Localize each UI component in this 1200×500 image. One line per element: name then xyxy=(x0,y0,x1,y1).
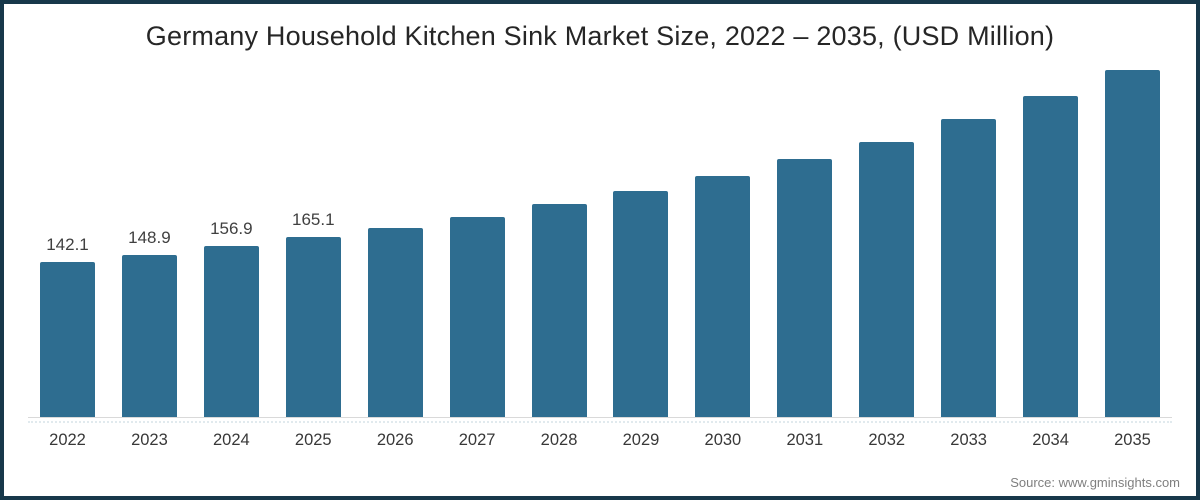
bar-2031 xyxy=(777,159,833,417)
x-axis-label-2022: 2022 xyxy=(49,431,86,449)
bar-column: 142.1 xyxy=(40,235,95,417)
x-axis-label-2025: 2025 xyxy=(294,431,332,449)
x-axis-label-2035: 2035 xyxy=(1114,431,1151,449)
bar-column xyxy=(449,216,505,417)
x-axis-label-2023: 2023 xyxy=(131,431,168,449)
x-axis-label-2024: 2024 xyxy=(212,431,250,449)
x-axis-label-2030: 2030 xyxy=(704,431,742,449)
bar-column: 148.9 xyxy=(121,227,177,417)
bar-2026 xyxy=(367,228,423,417)
bar-value-label: 148.9 xyxy=(128,227,171,247)
x-axis-label-2032: 2032 xyxy=(868,431,906,449)
x-axis-dotted-line xyxy=(28,421,1172,423)
x-axis-label-2034: 2034 xyxy=(1032,431,1069,449)
bar-2022 xyxy=(40,262,95,417)
bar-plot-area: 142.1 148.9 156.9 165.1 xyxy=(40,66,1160,417)
bar-column xyxy=(777,159,833,417)
source-note: Source: www.gminsights.com xyxy=(1010,475,1180,490)
bar-value-label: 156.9 xyxy=(210,219,253,239)
bar-2033 xyxy=(941,119,997,417)
bar-2028 xyxy=(531,204,587,417)
bar-column: 156.9 xyxy=(203,219,259,417)
bar-column xyxy=(531,204,587,417)
x-axis-label-2026: 2026 xyxy=(376,431,414,449)
bar-2030 xyxy=(695,176,751,417)
bar-column xyxy=(613,190,669,417)
bar-2025 xyxy=(285,237,341,417)
bar-2029 xyxy=(613,190,669,417)
bar-2027 xyxy=(449,216,505,417)
x-axis-label-2033: 2033 xyxy=(950,431,987,449)
bar-column: 165.1 xyxy=(285,210,341,417)
bar-column xyxy=(941,119,997,417)
x-axis-label-2027: 2027 xyxy=(458,431,496,449)
x-axis-label-2031: 2031 xyxy=(786,431,824,449)
x-axis-label-2028: 2028 xyxy=(540,431,578,449)
bar-value-label: 142.1 xyxy=(46,235,89,255)
bar-column xyxy=(1023,95,1079,417)
x-axis-line xyxy=(28,417,1172,418)
bar-value-label: 165.1 xyxy=(291,210,335,230)
chart-title: Germany Household Kitchen Sink Market Si… xyxy=(145,21,1055,51)
bar-column xyxy=(367,228,423,417)
bar-2024 xyxy=(203,246,259,417)
bar-column xyxy=(1104,70,1160,417)
bar-2023 xyxy=(121,254,177,417)
bar-2034 xyxy=(1023,95,1079,417)
bar-column xyxy=(859,141,915,417)
bar-2032 xyxy=(859,141,915,417)
x-axis-label-2029: 2029 xyxy=(622,431,660,449)
bar-2035 xyxy=(1104,70,1160,417)
bar-column xyxy=(695,176,751,417)
x-axis-labels: 2022 2023 2024 2025 2026 2027 2028 2029 2030 2031… xyxy=(40,431,1160,450)
